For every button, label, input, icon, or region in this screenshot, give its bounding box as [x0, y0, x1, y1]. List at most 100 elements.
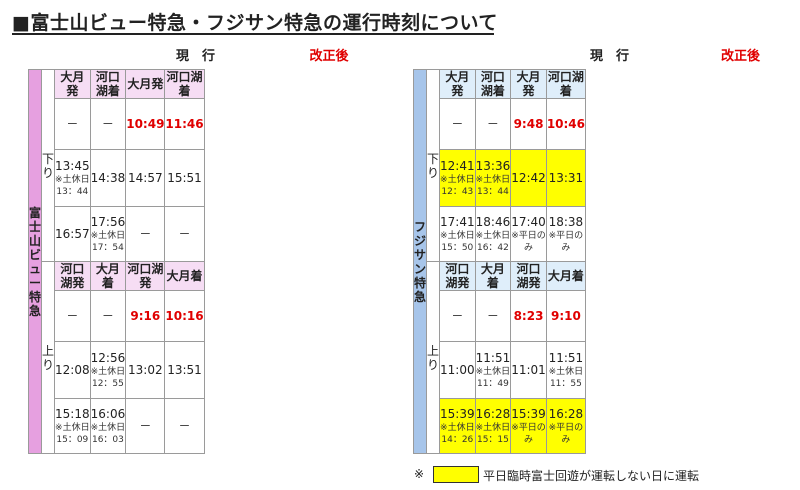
time-cell: 11:00	[439, 341, 476, 399]
highlight-legend-swatch	[433, 466, 479, 483]
time-cell: 12:42	[510, 149, 547, 207]
time-cell: －	[89, 290, 127, 342]
table-row: － － 8:23 9:10	[414, 290, 587, 342]
up-direction-label: 上り	[426, 261, 441, 454]
time-value: －	[486, 116, 499, 131]
time-cell: 13:51	[164, 341, 205, 399]
time-note: ※土休日	[55, 174, 90, 185]
time-value: 17:56	[90, 214, 126, 229]
down-direction-label: 下り	[426, 69, 441, 262]
time-note-alt: 12：43	[441, 186, 474, 197]
footnote-text: 平日臨時富士回遊が運転しない日に運転	[483, 469, 700, 483]
column-header: 河口湖着	[164, 69, 205, 99]
time-note: ※土休日	[548, 366, 584, 377]
time-note: ※土休日	[55, 422, 90, 433]
time-value: 9:16	[130, 308, 161, 323]
time-cell: 16:28 ※土休日 15：15	[474, 398, 512, 454]
column-header: 河口湖着	[545, 69, 587, 99]
train-name-line: 特急	[29, 289, 42, 318]
time-value: 13:02	[128, 362, 163, 377]
time-note: ※土休日	[440, 230, 475, 241]
time-cell: －	[125, 398, 166, 454]
table-row: 17:41 ※土休日 15：50 18:46 ※土休日 16：42 17:40 ※平日のみ 18…	[414, 206, 587, 262]
time-note: ※土休日	[475, 174, 511, 185]
time-cell: 16:28 ※平日のみ	[545, 398, 587, 454]
column-header: 河口湖発	[439, 261, 476, 291]
time-note: ※土休日	[90, 422, 126, 433]
time-value: 10:16	[165, 308, 204, 323]
table-row: － － 9:48 10:46	[414, 98, 587, 150]
time-value: 15:39	[440, 406, 475, 421]
time-cell: 12:08	[54, 341, 91, 399]
time-cell: 15:39 ※土休日 14：26	[439, 398, 476, 454]
column-header: 大月発	[510, 69, 547, 99]
column-header: 河口湖着	[474, 69, 512, 99]
time-cell: －	[164, 206, 205, 262]
time-cell: 15:18 ※土休日 15：09	[54, 398, 91, 454]
time-cell: －	[164, 398, 205, 454]
down-header-row: 富士山 ビュー 特急下り大月発 河口湖着 大月発 河口湖着	[27, 69, 205, 454]
current-label: 現 行	[175, 49, 215, 64]
table-row: － － 9:16 10:16	[29, 290, 205, 342]
time-cell: －	[89, 98, 127, 150]
train-name: フジサン 特急	[412, 69, 428, 454]
time-value: －	[101, 308, 114, 323]
time-value: 13:31	[548, 170, 584, 185]
time-value: 9:10	[550, 308, 581, 323]
time-note-alt: 12：55	[91, 378, 124, 389]
time-cell: 13:31	[545, 149, 587, 207]
time-value: －	[139, 418, 152, 433]
footnote-mark: ※	[414, 467, 425, 481]
time-cell: －	[125, 206, 166, 262]
time-note: ※平日のみ	[548, 230, 584, 253]
time-cell: 13:02	[125, 341, 166, 399]
train-name-line: 富士山	[29, 205, 42, 248]
table-row: 15:39 ※土休日 14：26 16:28 ※土休日 15：15 15:39 ※平日のみ 16…	[414, 398, 587, 454]
time-value: 16:57	[55, 226, 90, 241]
time-cell: 10:49	[125, 98, 166, 150]
time-cell: 15:39 ※平日のみ	[510, 398, 547, 454]
time-note: ※平日のみ	[511, 230, 546, 253]
up-header-row: 上り河口湖発 大月着 河口湖発 大月着	[29, 261, 205, 454]
down-header-row: フジサン 特急下り大月発 河口湖着 大月発 河口湖着	[412, 69, 587, 454]
time-note-alt: 17：54	[91, 242, 124, 253]
time-value: 12:08	[55, 362, 90, 377]
time-note-alt: 15：50	[441, 242, 474, 253]
time-note: ※土休日	[440, 174, 475, 185]
page-title: ■富士山ビュー特急・フジサン特急の運行時刻について	[12, 12, 498, 34]
table-row: 11:00 11:51 ※土休日 11：49 11:01 11:51 ※土休日 11：55	[414, 341, 587, 399]
time-value: －	[178, 226, 191, 241]
time-value: 16:28	[475, 406, 511, 421]
time-value: 13:36	[475, 158, 511, 173]
time-note: ※平日のみ	[511, 422, 546, 445]
time-value: 11:51	[548, 350, 584, 365]
time-cell: 18:46 ※土休日 16：42	[474, 206, 512, 262]
direction-char: り	[42, 357, 55, 372]
time-note: ※平日のみ	[548, 422, 584, 445]
time-cell: 17:41 ※土休日 15：50	[439, 206, 476, 262]
time-note-alt: 15：09	[56, 434, 89, 445]
train-name-line: ビュー	[29, 247, 42, 290]
time-value: 15:51	[167, 170, 202, 185]
time-value: 11:46	[165, 116, 204, 131]
title-underline	[12, 33, 494, 35]
column-header: 河口湖着	[89, 69, 127, 99]
time-note: ※土休日	[475, 422, 511, 433]
time-cell: －	[439, 98, 476, 150]
time-note-alt: 13：44	[476, 186, 509, 197]
column-header: 大月発	[54, 69, 91, 99]
time-value: 10:46	[546, 116, 586, 131]
time-value: 16:06	[90, 406, 126, 421]
time-note-alt: 16：03	[91, 434, 124, 445]
time-value: －	[486, 308, 499, 323]
direction-char: り	[427, 357, 440, 372]
time-cell: －	[474, 290, 512, 342]
column-header: 河口湖発	[125, 261, 166, 291]
column-header: 河口湖発	[54, 261, 91, 291]
time-cell: 14:38	[89, 149, 127, 207]
time-value: 17:41	[440, 214, 475, 229]
time-value: 12:42	[511, 170, 546, 185]
train-name-line: フジサン	[414, 219, 427, 276]
time-note: ※土休日	[475, 366, 511, 377]
time-cell: 17:40 ※平日のみ	[510, 206, 547, 262]
